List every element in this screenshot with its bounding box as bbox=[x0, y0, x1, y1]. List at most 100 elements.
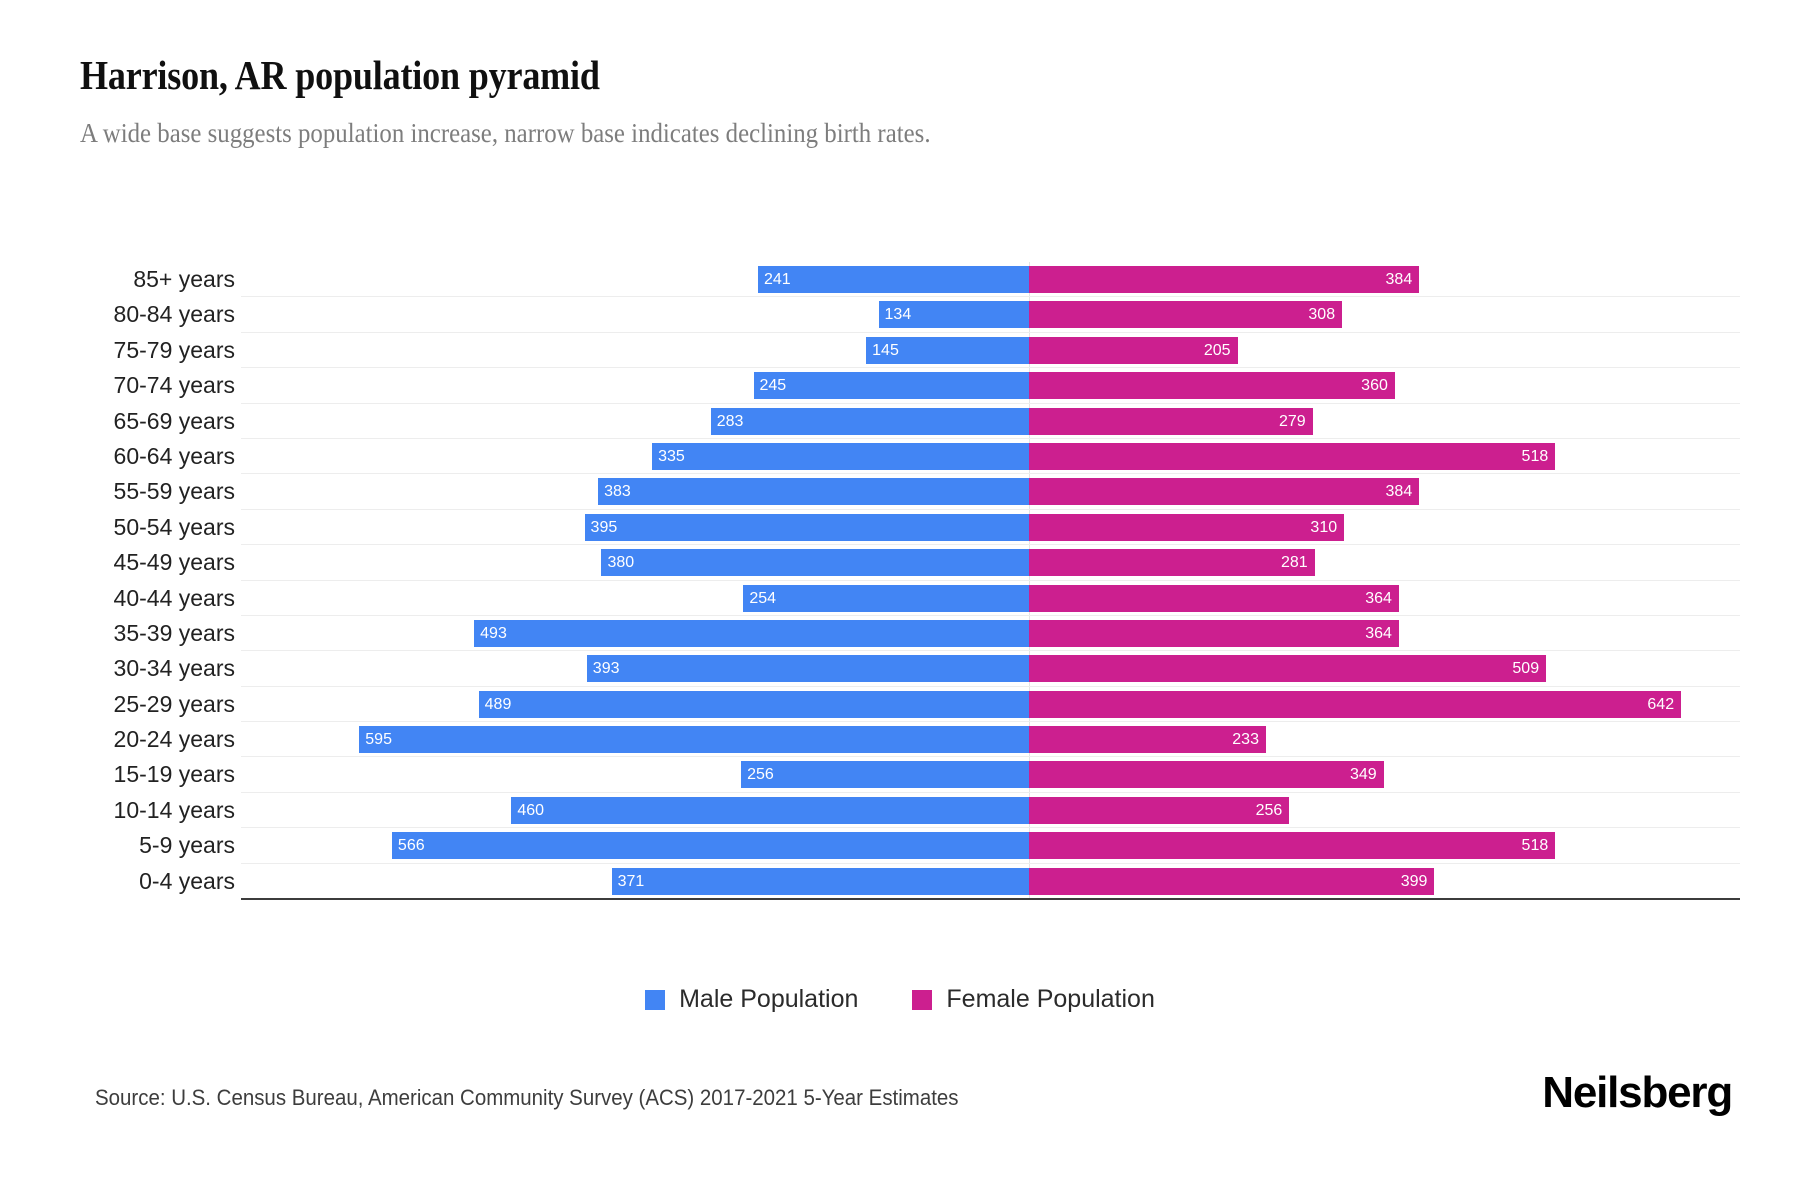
bar-female[interactable]: 364 bbox=[1029, 584, 1399, 612]
bar-female[interactable]: 279 bbox=[1029, 407, 1313, 435]
bar-female[interactable]: 384 bbox=[1029, 478, 1420, 506]
gridline bbox=[241, 827, 1740, 829]
bar-female[interactable]: 205 bbox=[1029, 336, 1238, 364]
bar-male[interactable]: 489 bbox=[478, 690, 1030, 718]
chart-row: 493 364 bbox=[241, 616, 1740, 652]
bar-female[interactable]: 308 bbox=[1029, 301, 1343, 329]
gridline bbox=[241, 579, 1740, 581]
bar-female[interactable]: 642 bbox=[1029, 690, 1682, 718]
legend-label-female: Female Population bbox=[946, 985, 1155, 1013]
bar-value-female: 256 bbox=[1255, 801, 1283, 819]
bar-male[interactable]: 380 bbox=[601, 549, 1030, 577]
bar-value-male: 383 bbox=[604, 483, 631, 501]
bar-track: 371 399 bbox=[241, 867, 1740, 895]
y-axis-tick-label: 55-59 years bbox=[113, 478, 235, 505]
bar-value-female: 281 bbox=[1280, 554, 1308, 572]
gridline bbox=[241, 437, 1740, 439]
bar-female[interactable]: 364 bbox=[1029, 619, 1399, 647]
bar-female[interactable]: 360 bbox=[1029, 372, 1395, 400]
bar-male[interactable]: 493 bbox=[474, 619, 1030, 647]
bar-male[interactable]: 283 bbox=[710, 407, 1030, 435]
bar-female[interactable]: 310 bbox=[1029, 513, 1345, 541]
bar-value-female: 279 bbox=[1278, 412, 1306, 430]
bar-value-male: 493 bbox=[480, 624, 507, 642]
bar-male[interactable]: 245 bbox=[753, 372, 1030, 400]
source-note: Source: U.S. Census Bureau, American Com… bbox=[95, 1085, 959, 1110]
bar-value-male: 283 bbox=[716, 412, 744, 430]
legend-item-male[interactable]: Male Population bbox=[645, 985, 858, 1014]
page-title: Harrison, AR population pyramid bbox=[80, 52, 600, 98]
bar-value-female: 399 bbox=[1400, 872, 1428, 890]
bar-value-female: 384 bbox=[1385, 483, 1413, 501]
bar-track: 241 384 bbox=[241, 266, 1740, 293]
gridline bbox=[241, 331, 1740, 333]
gridline bbox=[241, 862, 1740, 864]
bar-male[interactable]: 256 bbox=[741, 761, 1030, 789]
male-color-swatch-icon bbox=[645, 989, 666, 1010]
y-axis-tick-label: 0-4 years bbox=[139, 867, 235, 894]
bar-male[interactable]: 145 bbox=[866, 336, 1030, 364]
chart-row: 245 360 bbox=[241, 368, 1740, 404]
bar-value-female: 349 bbox=[1350, 766, 1377, 784]
bar-female[interactable]: 399 bbox=[1029, 867, 1435, 895]
bar-value-male: 256 bbox=[747, 766, 774, 784]
bar-female[interactable]: 518 bbox=[1029, 442, 1556, 470]
bar-male[interactable]: 395 bbox=[584, 513, 1030, 541]
y-axis-tick-label: 45-49 years bbox=[113, 549, 235, 576]
bar-value-male: 395 bbox=[590, 518, 618, 536]
chart-row: 383 384 bbox=[241, 474, 1740, 510]
bar-value-male: 145 bbox=[872, 341, 899, 359]
y-axis-tick-label: 15-19 years bbox=[113, 761, 235, 788]
y-axis-labels: 85+ years 80-84 years 75-79 years 70-74 yea… bbox=[80, 262, 235, 898]
y-axis-tick-label: 80-84 years bbox=[113, 301, 235, 328]
chart-row: 393 509 bbox=[241, 651, 1740, 687]
bar-female[interactable]: 518 bbox=[1029, 832, 1556, 860]
bar-male[interactable]: 254 bbox=[743, 584, 1030, 612]
bar-track: 393 509 bbox=[241, 655, 1740, 683]
bar-male[interactable]: 241 bbox=[758, 266, 1030, 293]
bar-male[interactable]: 595 bbox=[359, 726, 1030, 754]
bar-female[interactable]: 256 bbox=[1029, 796, 1290, 824]
legend-item-female[interactable]: Female Population bbox=[912, 985, 1155, 1014]
bar-female[interactable]: 384 bbox=[1029, 266, 1420, 293]
bar-value-male: 566 bbox=[397, 837, 425, 855]
bar-male[interactable]: 393 bbox=[586, 655, 1030, 683]
y-axis-tick-label: 25-29 years bbox=[113, 690, 235, 717]
bar-track: 254 364 bbox=[241, 584, 1740, 612]
y-axis-tick-label: 35-39 years bbox=[113, 619, 235, 646]
bar-track: 134 308 bbox=[241, 301, 1740, 329]
chart-subtitle: A wide base suggests population increase… bbox=[80, 118, 931, 149]
bar-track: 489 642 bbox=[241, 690, 1740, 718]
bar-female[interactable]: 349 bbox=[1029, 761, 1384, 789]
bar-male[interactable]: 371 bbox=[611, 867, 1030, 895]
bar-male[interactable]: 566 bbox=[391, 832, 1030, 860]
bar-female[interactable]: 233 bbox=[1029, 726, 1266, 754]
bar-value-male: 380 bbox=[607, 554, 635, 572]
gridline bbox=[241, 791, 1740, 793]
bar-track: 256 349 bbox=[241, 761, 1740, 789]
bar-male[interactable]: 335 bbox=[652, 442, 1030, 470]
y-axis-tick-row: 80-84 years bbox=[80, 297, 235, 332]
gridline bbox=[241, 721, 1740, 723]
y-axis-tick-row: 70-74 years bbox=[80, 368, 235, 403]
gridline bbox=[241, 367, 1740, 369]
bar-male[interactable]: 460 bbox=[511, 796, 1030, 824]
bar-value-female: 310 bbox=[1310, 518, 1338, 536]
bar-female[interactable]: 509 bbox=[1029, 655, 1547, 683]
y-axis-tick-row: 25-29 years bbox=[80, 687, 235, 722]
y-axis-tick-row: 45-49 years bbox=[80, 545, 235, 580]
chart-row: 283 279 bbox=[241, 404, 1740, 439]
bar-value-male: 134 bbox=[884, 306, 912, 324]
bar-value-male: 489 bbox=[484, 695, 512, 713]
y-axis-tick-row: 65-69 years bbox=[80, 404, 235, 439]
bar-track: 283 279 bbox=[241, 407, 1740, 435]
y-axis-tick-label: 70-74 years bbox=[113, 372, 235, 399]
bar-male[interactable]: 134 bbox=[878, 301, 1030, 329]
bar-female[interactable]: 281 bbox=[1029, 549, 1315, 577]
y-axis-tick-label: 85+ years bbox=[133, 266, 235, 292]
chart-row: 489 642 bbox=[241, 687, 1740, 723]
y-axis-tick-label: 5-9 years bbox=[139, 832, 235, 859]
bar-male[interactable]: 383 bbox=[598, 478, 1030, 506]
y-axis-tick-label: 30-34 years bbox=[113, 655, 235, 682]
bar-track: 380 281 bbox=[241, 549, 1740, 577]
